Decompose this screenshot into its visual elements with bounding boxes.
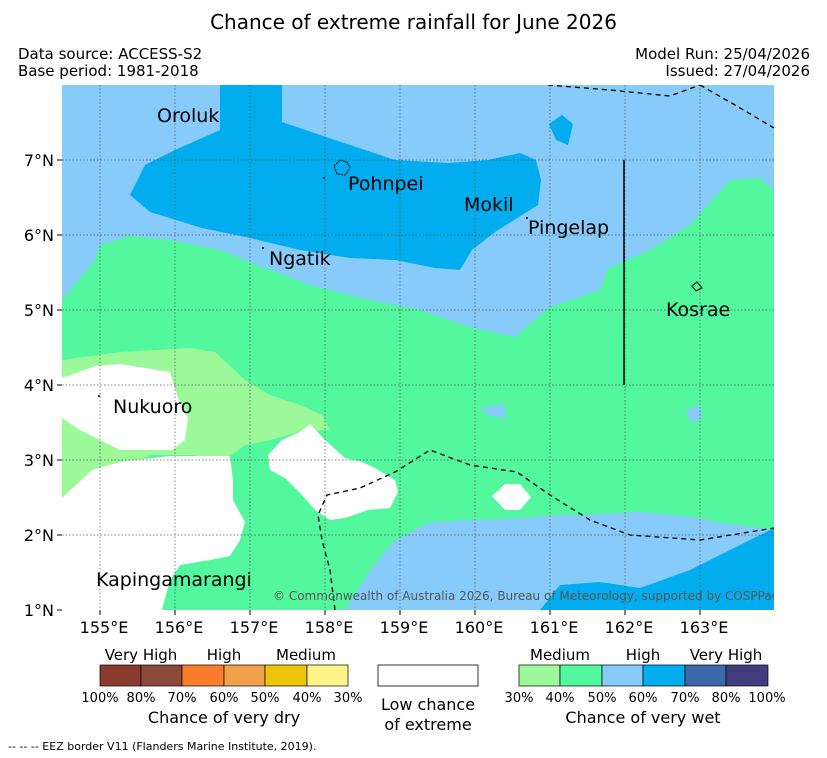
model-run: Model Run: 25/04/2026 (635, 45, 810, 63)
islet-dot (262, 247, 264, 249)
region-wet-high-spot-1 (480, 404, 505, 418)
eez-border (317, 85, 774, 610)
legend-swatch (518, 664, 561, 687)
y-tick-label: 3°N (24, 451, 54, 470)
legend-wet-level: Medium (530, 646, 590, 664)
kosrae-island (691, 281, 703, 292)
map-area: Oroluk Pohnpei Mokil Pingelap Ngatik Kos… (62, 85, 778, 610)
x-tick-label: 160°E (455, 618, 504, 637)
legend-wet: Medium High Very High 30% 40% 50% 60% 70… (505, 646, 786, 727)
legend-low-line1: Low chance (381, 695, 475, 714)
place-label: Pohnpei (348, 173, 424, 195)
page-title: Chance of extreme rainfall for June 2026 (210, 10, 617, 34)
legend-swatch (181, 664, 225, 687)
islet-dot (98, 395, 100, 397)
place-label: Nukuoro (113, 396, 192, 418)
legend-wet-percent: 80% (712, 691, 741, 706)
legend-wet-percent: 30% (505, 691, 534, 706)
legend-low-line2: of extreme (384, 715, 471, 734)
copyright-notice: © Commonwealth of Australia 2026, Bureau… (273, 589, 778, 603)
graticule (62, 85, 774, 610)
y-tick-label: 2°N (24, 526, 54, 545)
legend-swatch (725, 664, 769, 687)
legend-dry-percent: 30% (334, 691, 363, 706)
legend-wet-percent: 100% (748, 691, 785, 706)
legend-low: Low chance of extreme (377, 664, 479, 734)
region-low-chance-islet (492, 484, 531, 510)
legend-wet-percent: 70% (671, 691, 700, 706)
x-tick-label: 158°E (305, 618, 354, 637)
legend-wet-percent: 50% (588, 691, 617, 706)
header-right: Model Run: 25/04/2026 Issued: 27/04/2026 (635, 46, 810, 80)
legend-wet-caption: Chance of very wet (565, 708, 720, 727)
legend-swatch (264, 664, 308, 687)
footnote: -- -- -- EEZ border V11 (Flanders Marine… (8, 740, 317, 753)
legend-dry-percent: 70% (168, 691, 197, 706)
header-left: Data source: ACCESS-S2 Base period: 1981… (18, 46, 202, 80)
legend-swatch (140, 664, 183, 687)
data-source: Data source: ACCESS-S2 (18, 45, 203, 63)
legend-dry-level: Medium (276, 646, 336, 664)
legend-dry-percent: 100% (81, 691, 118, 706)
x-tick-label: 163°E (680, 618, 729, 637)
legend-dry-percent: 80% (127, 691, 156, 706)
legend-dry-level: Very High (105, 646, 178, 664)
legend-swatch (684, 664, 727, 687)
y-tick-label: 1°N (24, 601, 54, 620)
legend-wet-level: High (626, 646, 660, 664)
legend-dry-caption: Chance of very dry (148, 708, 300, 727)
place-label: Pingelap (528, 217, 609, 239)
legend-swatch (559, 664, 603, 687)
legend-swatch (601, 664, 644, 687)
legend-swatch (306, 664, 349, 687)
region-low-chance-central (268, 424, 398, 520)
issued-date: Issued: 27/04/2026 (665, 62, 810, 80)
y-tick-label: 4°N (24, 376, 54, 395)
legend-swatch-low (377, 664, 479, 687)
legend-wet-level: Very High (690, 646, 763, 664)
x-tick-label: 159°E (380, 618, 429, 637)
legend-swatch (642, 664, 686, 687)
legend-swatch (99, 664, 142, 687)
region-wet-medium (62, 178, 774, 610)
place-label: Kapingamarangi (96, 569, 252, 591)
place-label: Kosrae (666, 299, 730, 321)
islet-dot (526, 217, 528, 219)
x-tick-label: 155°E (80, 618, 129, 637)
region-wet-high-patch (549, 115, 573, 145)
legend-dry-percent: 60% (210, 691, 239, 706)
legend-dry-percent: 50% (251, 691, 280, 706)
x-tick-label: 161°E (530, 618, 579, 637)
legend-dry-level: High (207, 646, 241, 664)
axis-ticks (57, 159, 701, 615)
region-low-chance-south (62, 456, 245, 610)
legend-wet-percent: 60% (629, 691, 658, 706)
pohnpei-island (333, 159, 351, 176)
islet-dot (323, 177, 325, 179)
place-label: Ngatik (269, 248, 331, 270)
region-wet-very-high-southeast (540, 528, 774, 610)
legend-dry-percent: 40% (293, 691, 322, 706)
region-wet-high-spot-2 (686, 405, 702, 422)
y-tick-label: 6°N (24, 226, 54, 245)
legend-swatch (223, 664, 266, 687)
legend-dry: Very High High Medium 100% 80% 70% 60% 5… (81, 646, 362, 727)
y-tick-label: 7°N (24, 151, 54, 170)
place-label: Mokil (464, 194, 514, 216)
x-tick-label: 157°E (230, 618, 279, 637)
region-low-chance-nukuoro (62, 364, 188, 450)
x-tick-label: 162°E (605, 618, 654, 637)
place-label: Oroluk (157, 105, 219, 127)
legend-wet-percent: 40% (546, 691, 575, 706)
base-period: Base period: 1981-2018 (18, 62, 199, 80)
y-tick-label: 5°N (24, 301, 54, 320)
region-wet-high-north (130, 85, 541, 270)
x-tick-label: 156°E (155, 618, 204, 637)
